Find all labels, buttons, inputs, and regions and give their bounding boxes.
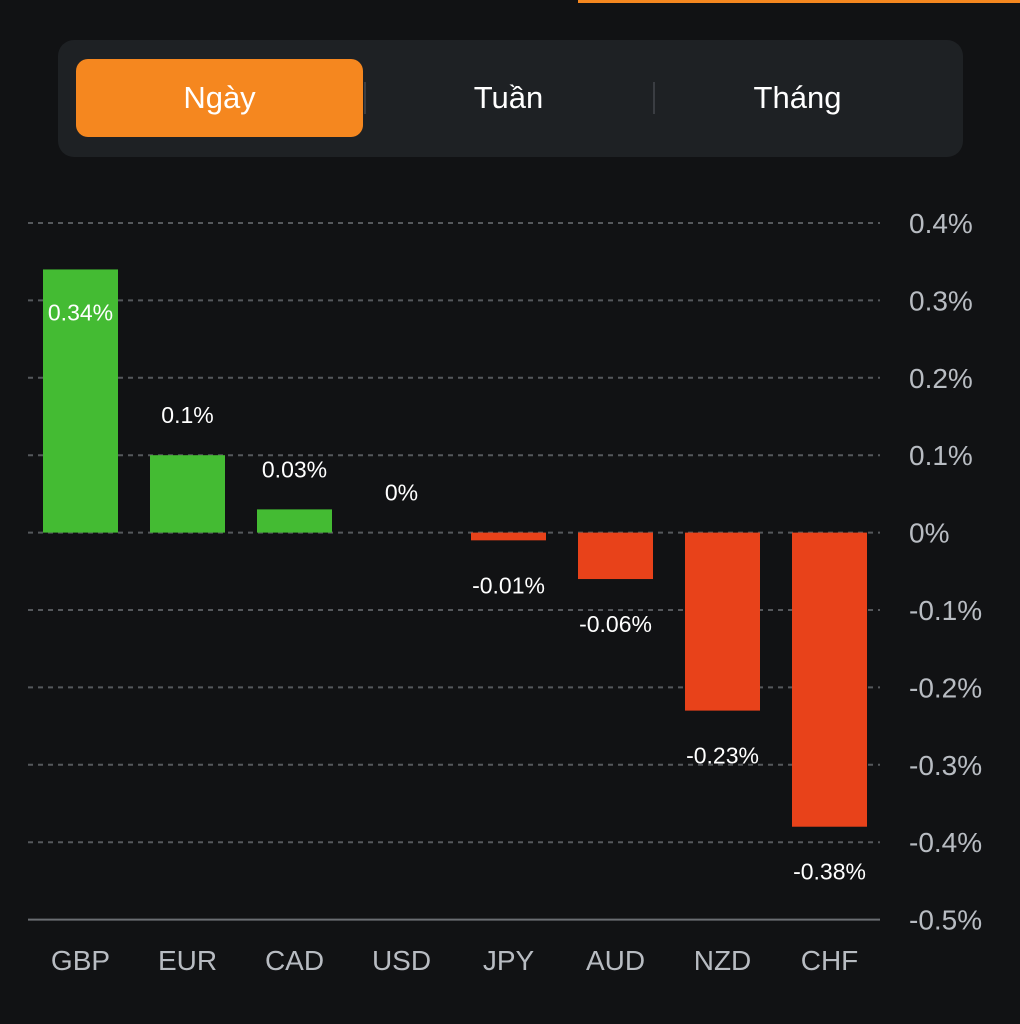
bar-value-label: -0.06% [579, 611, 652, 637]
tab-divider [364, 82, 366, 114]
tab-month-label: Tháng [753, 80, 842, 115]
x-category-label: EUR [158, 945, 217, 976]
x-category-label: NZD [694, 945, 752, 976]
tab-day-label: Ngày [183, 80, 256, 115]
bar-value-label: 0.1% [161, 402, 213, 428]
y-tick-label: 0% [909, 518, 949, 549]
bar-chf [792, 532, 867, 827]
y-tick-label: -0.3% [909, 750, 982, 781]
bar-nzd [685, 532, 760, 711]
y-tick-label: -0.1% [909, 595, 982, 626]
tab-week-label: Tuần [473, 80, 544, 115]
tab-divider [653, 82, 655, 114]
x-category-label: AUD [586, 945, 645, 976]
y-tick-label: 0.4% [909, 208, 973, 239]
bar-value-label: -0.23% [686, 743, 759, 769]
x-category-label: JPY [483, 945, 535, 976]
period-segmented-control: Ngày Tuần Tháng [58, 40, 963, 157]
y-tick-label: -0.5% [909, 905, 982, 936]
bar-eur [150, 455, 225, 533]
bar-value-label: -0.01% [472, 572, 545, 598]
bar-jpy [471, 532, 546, 541]
y-tick-label: -0.2% [909, 672, 982, 703]
y-tick-label: 0.2% [909, 363, 973, 394]
bar-cad [257, 509, 332, 533]
bar-value-label: 0.03% [262, 456, 327, 482]
top-accent-bar [578, 0, 1020, 3]
y-tick-label: -0.4% [909, 827, 982, 858]
x-category-label: CAD [265, 945, 324, 976]
x-category-label: GBP [51, 945, 110, 976]
tab-week[interactable]: Tuần [365, 59, 652, 137]
x-category-label: CHF [801, 945, 859, 976]
bar-value-label: -0.38% [793, 859, 866, 885]
bar-value-label: 0% [385, 480, 418, 506]
bar-aud [578, 532, 653, 580]
currency-change-bar-chart: 0.4% 0.3% 0.2% 0.1% 0% -0.1% -0.2% -0.3% -0.4% -0… [28, 208, 982, 976]
tab-day[interactable]: Ngày [76, 59, 363, 137]
y-tick-label: 0.1% [909, 440, 973, 471]
y-tick-label: 0.3% [909, 285, 973, 316]
bar-value-label: 0.34% [48, 299, 113, 325]
x-category-label: USD [372, 945, 431, 976]
bar-gbp [43, 269, 118, 533]
tab-month[interactable]: Tháng [654, 59, 941, 137]
